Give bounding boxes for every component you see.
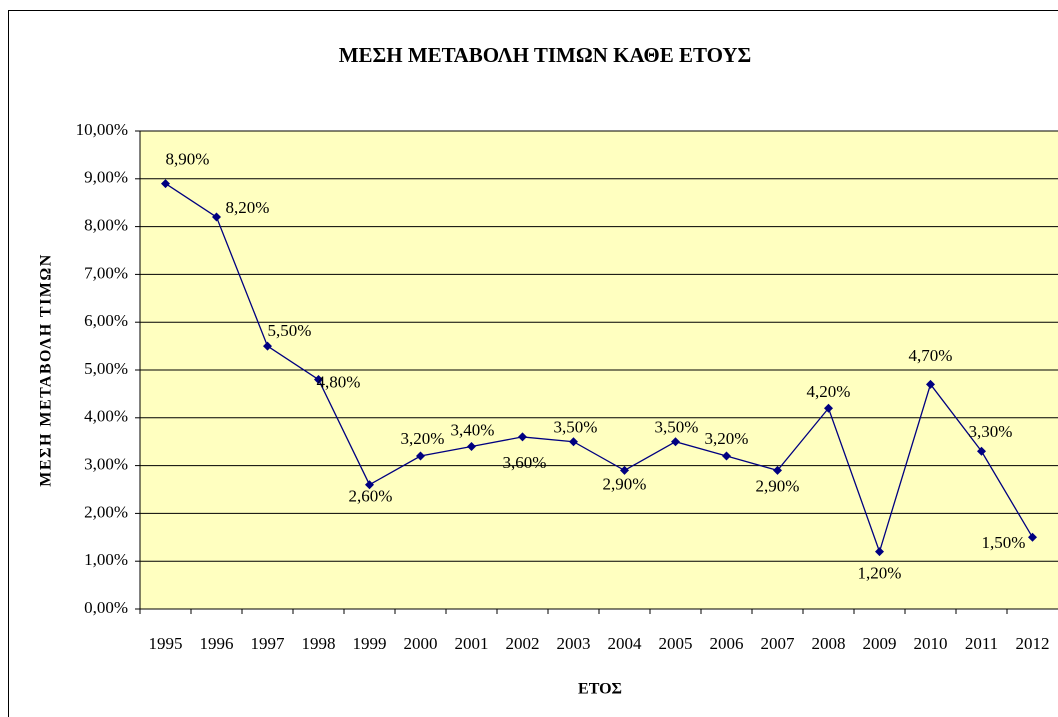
x-tick-label: 2004 — [608, 634, 643, 653]
data-point — [161, 179, 170, 189]
data-point — [212, 212, 221, 222]
data-point — [569, 437, 578, 447]
data-label: 2,90% — [603, 474, 647, 493]
y-axis-title: ΜΕΣΗ ΜΕΤΑΒΟΛΗ ΤΙΜΩΝ — [38, 253, 55, 487]
data-point — [1028, 532, 1037, 542]
data-label: 3,60% — [503, 453, 547, 472]
y-tick-label: 6,00% — [84, 311, 128, 330]
y-tick-label: 0,00% — [84, 598, 128, 617]
data-label: 3,20% — [401, 429, 445, 448]
x-axis-title: ΕΤΟΣ — [578, 681, 622, 698]
data-label: 3,40% — [451, 420, 495, 439]
data-point — [875, 547, 884, 557]
x-tick-label: 2005 — [659, 634, 693, 653]
x-tick-label: 1995 — [149, 634, 183, 653]
x-tick-label: 2012 — [1016, 634, 1050, 653]
x-tick-label: 2010 — [914, 634, 948, 653]
data-point — [773, 465, 782, 475]
x-tick-label: 2002 — [506, 634, 540, 653]
y-tick-label: 1,00% — [84, 550, 128, 569]
data-line — [165, 183, 1034, 554]
y-tick-label: 4,00% — [84, 407, 128, 426]
chart-title: ΜΕΣΗ ΜΕΤΑΒΟΛΗ ΤΙΜΩΝ ΚΑΘΕ ΕΤΟΥΣ — [339, 43, 752, 67]
data-label: 3,50% — [655, 418, 699, 437]
data-point — [467, 441, 476, 451]
data-label: 4,80% — [317, 372, 361, 391]
data-label: 1,50% — [982, 533, 1026, 552]
data-label: 2,60% — [349, 487, 393, 506]
data-label: 4,20% — [807, 382, 851, 401]
data-label: 5,50% — [268, 321, 312, 340]
data-point — [824, 403, 833, 413]
data-point — [263, 341, 272, 351]
x-tick-label: 2001 — [455, 634, 489, 653]
x-tick-label: 1996 — [200, 634, 234, 653]
y-tick-label: 5,00% — [84, 359, 128, 378]
x-tick-label: 2006 — [710, 634, 744, 653]
y-tick-label: 9,00% — [84, 168, 128, 187]
data-label: 2,90% — [756, 476, 800, 495]
data-point — [416, 451, 425, 461]
x-tick-label: 2011 — [965, 634, 998, 653]
x-tick-label: 1998 — [302, 634, 336, 653]
data-point — [518, 432, 527, 442]
y-tick-label: 7,00% — [84, 263, 128, 282]
x-tick-label: 2008 — [812, 634, 846, 653]
y-tick-label: 3,00% — [84, 455, 128, 474]
data-label: 1,20% — [858, 564, 902, 583]
data-point — [671, 437, 680, 447]
data-label: 8,20% — [226, 198, 270, 217]
data-label: 4,70% — [909, 346, 953, 365]
x-tick-label: 2007 — [761, 634, 796, 653]
x-tick-label: 1997 — [251, 634, 286, 653]
data-point — [977, 446, 986, 456]
data-label: 3,30% — [969, 422, 1013, 441]
y-tick-label: 8,00% — [84, 216, 128, 235]
x-tick-label: 2000 — [404, 634, 438, 653]
data-point — [722, 451, 731, 461]
x-tick-label: 2009 — [863, 634, 897, 653]
data-point — [314, 375, 323, 385]
data-label: 3,20% — [705, 429, 749, 448]
data-label: 8,90% — [166, 149, 210, 168]
x-tick-label: 1999 — [353, 634, 387, 653]
data-label: 3,50% — [554, 418, 598, 437]
data-point — [620, 465, 629, 475]
data-point — [926, 379, 935, 389]
x-tick-label: 2003 — [557, 634, 591, 653]
y-tick-label: 10,00% — [76, 120, 128, 139]
data-point — [365, 480, 374, 490]
y-tick-label: 2,00% — [84, 502, 128, 521]
